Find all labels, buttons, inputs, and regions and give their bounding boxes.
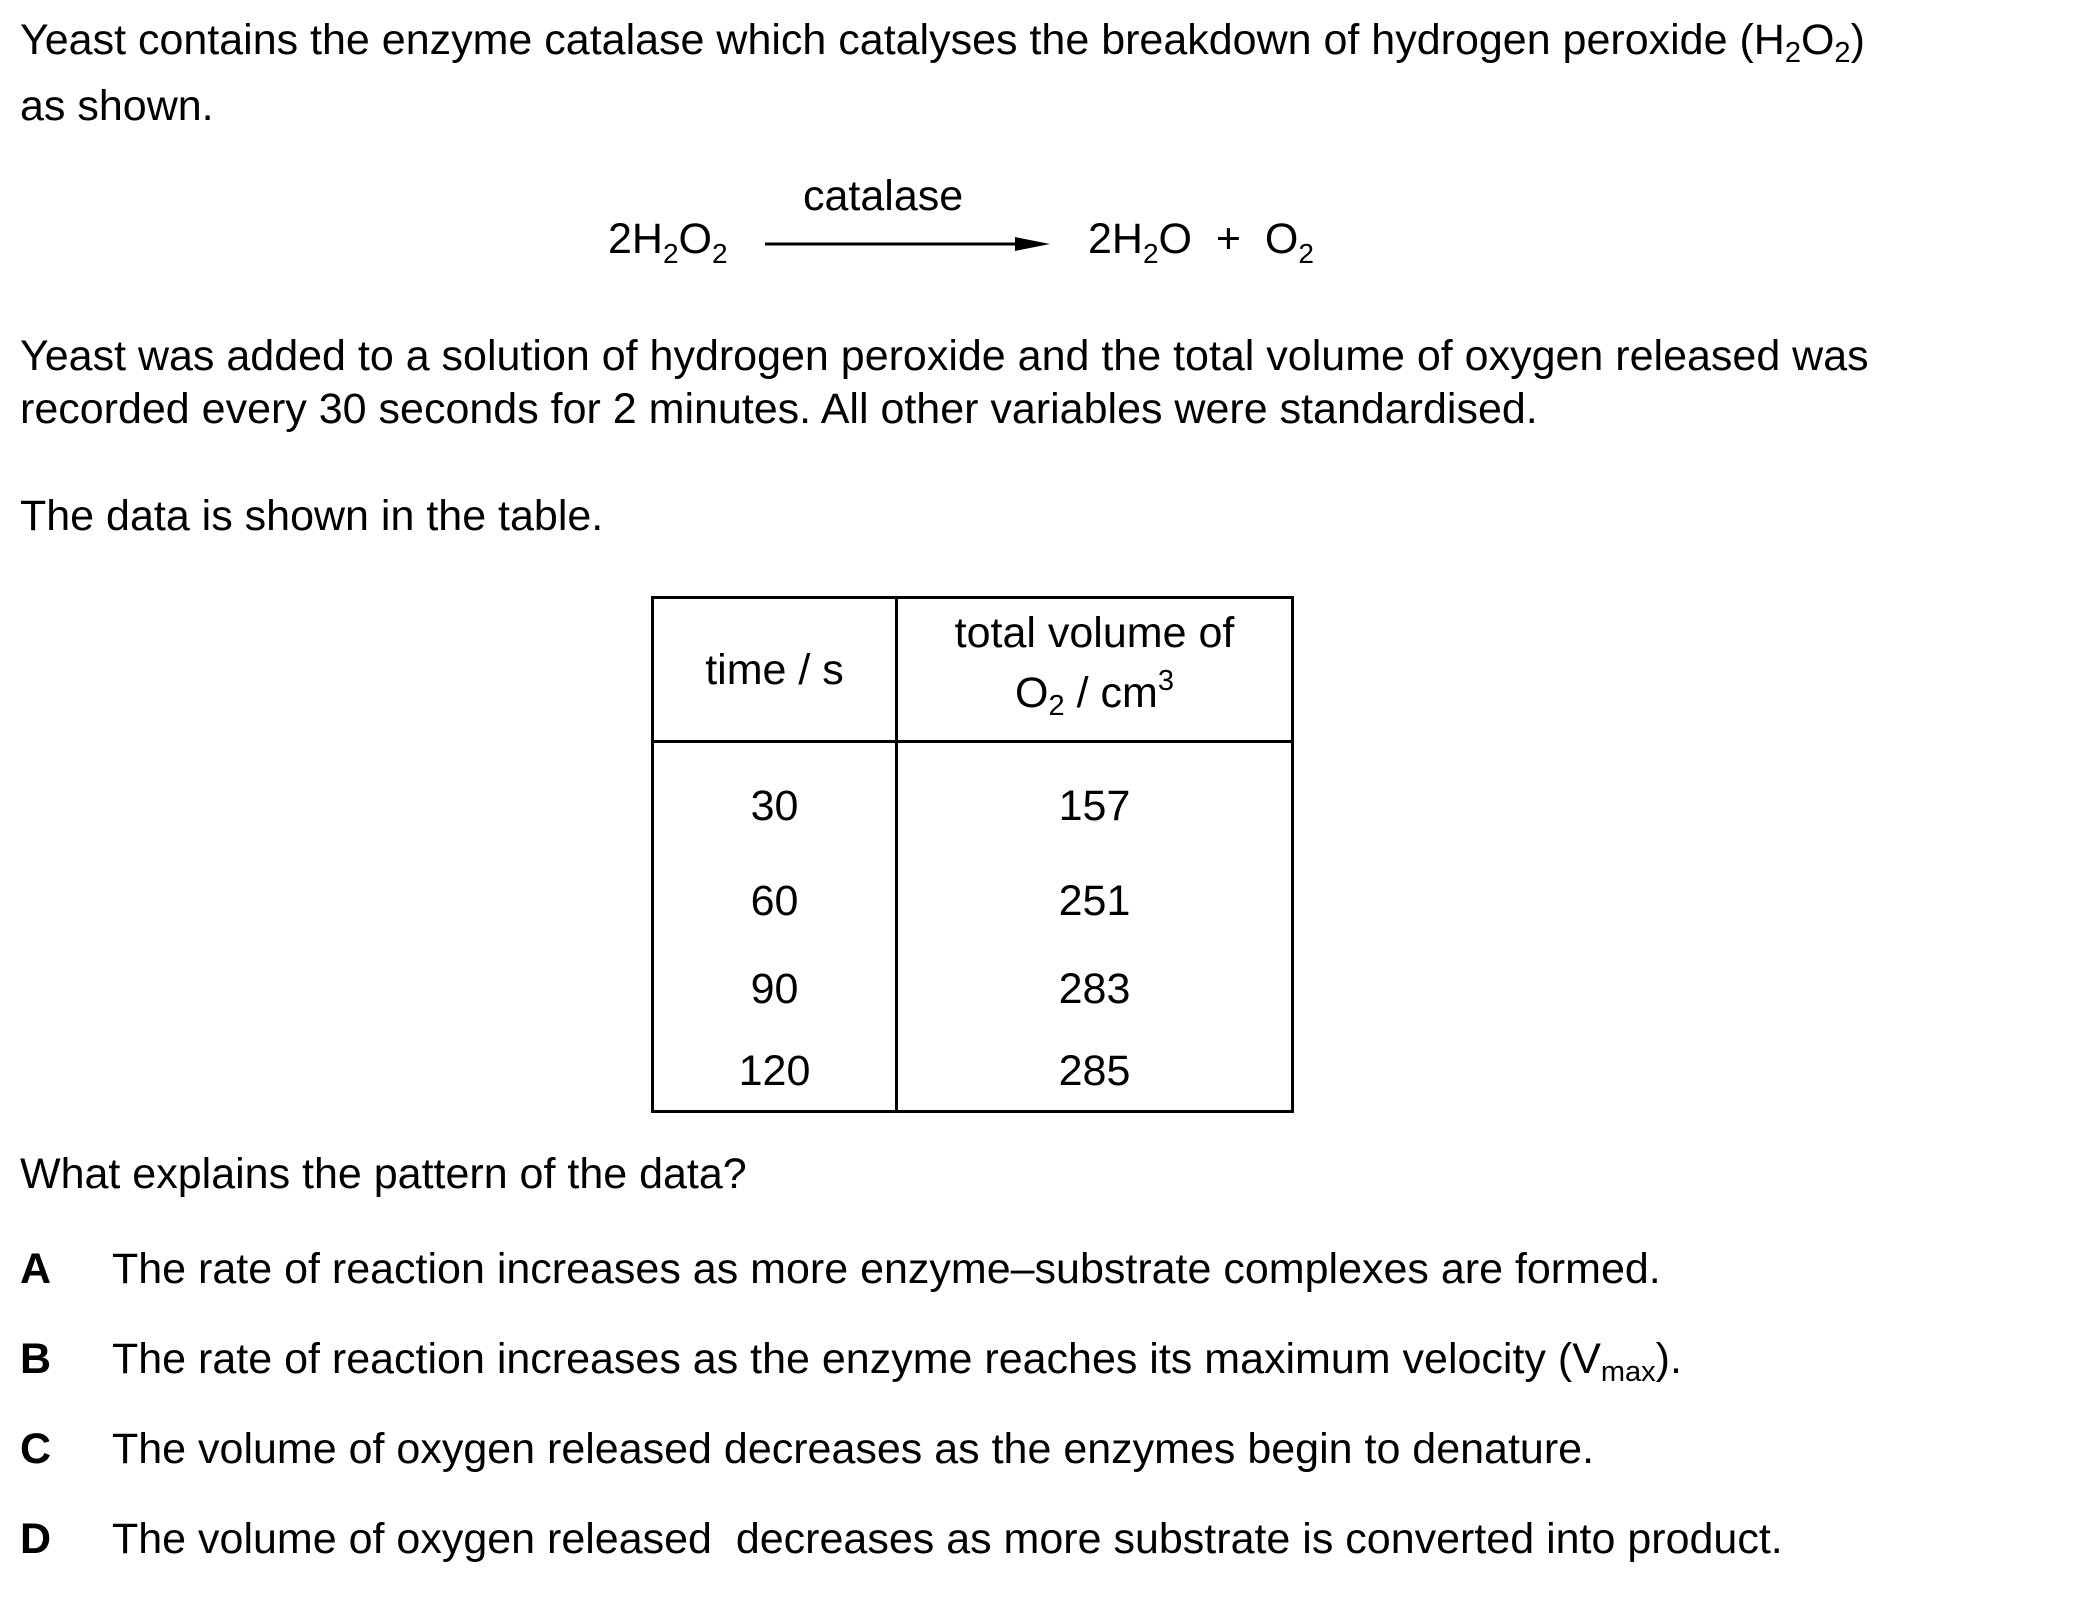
table-row: 90 283 — [651, 945, 1294, 1033]
reaction-equation: 2H2O2 catalase 2H2O + O2 — [0, 170, 2099, 280]
option-letter: B — [20, 1335, 52, 1383]
method-paragraph: Yeast was added to a solution of hydroge… — [20, 332, 1869, 433]
table-intro: The data is shown in the table. — [20, 492, 604, 540]
intro-line2: as shown. — [20, 82, 214, 130]
volume-cell: 285 — [895, 1033, 1294, 1113]
option-d[interactable]: D The volume of oxygen released decrease… — [20, 1515, 2080, 1605]
header-volume: total volume of O2 / cm3 — [895, 596, 1294, 743]
time-cell: 60 — [651, 857, 898, 945]
table-row: 60 251 — [651, 857, 1294, 945]
volume-cell: 251 — [895, 857, 1294, 945]
time-cell: 120 — [651, 1033, 898, 1113]
option-text: The volume of oxygen released decreases … — [112, 1515, 1783, 1563]
products: 2H2O + O2 — [1088, 215, 1314, 269]
time-cell: 30 — [651, 741, 898, 857]
option-b[interactable]: B The rate of reaction increases as the … — [20, 1335, 2080, 1425]
option-a[interactable]: A The rate of reaction increases as more… — [20, 1245, 2080, 1335]
volume-cell: 157 — [895, 741, 1294, 857]
catalyst-label: catalase — [803, 172, 964, 220]
volume-cell: 283 — [895, 945, 1294, 1033]
reaction-arrow-icon — [765, 237, 1050, 251]
option-letter: A — [20, 1245, 52, 1293]
header-time: time / s — [651, 596, 898, 743]
table-row: 120 285 — [651, 1033, 1294, 1113]
intro-paragraph: Yeast contains the enzyme catalase which… — [20, 14, 2060, 133]
question-text: What explains the pattern of the data? — [20, 1150, 747, 1198]
reactant: 2H2O2 — [608, 215, 728, 269]
option-text: The rate of reaction increases as more e… — [112, 1245, 1661, 1293]
time-cell: 90 — [651, 945, 898, 1033]
option-text: The rate of reaction increases as the en… — [112, 1335, 1682, 1388]
data-table: time / s total volume of O2 / cm3 30 157… — [651, 596, 1294, 1113]
answer-options: A The rate of reaction increases as more… — [20, 1245, 2080, 1605]
option-c[interactable]: C The volume of oxygen released decrease… — [20, 1425, 2080, 1515]
option-text: The volume of oxygen released decreases … — [112, 1425, 1595, 1473]
intro-line1: Yeast contains the enzyme catalase which… — [20, 16, 1865, 69]
table-row: 30 157 — [651, 741, 1294, 857]
option-letter: C — [20, 1425, 52, 1473]
option-letter: D — [20, 1515, 52, 1563]
